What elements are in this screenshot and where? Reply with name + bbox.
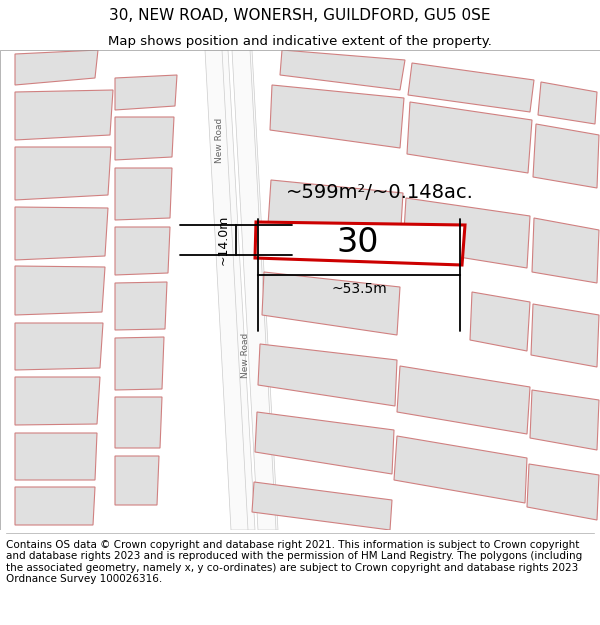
Polygon shape [255, 222, 465, 265]
Polygon shape [15, 487, 95, 525]
Polygon shape [15, 323, 103, 370]
Polygon shape [115, 397, 162, 448]
Polygon shape [235, 50, 278, 530]
Polygon shape [252, 482, 392, 530]
Text: ~53.5m: ~53.5m [331, 282, 387, 296]
Polygon shape [205, 50, 248, 530]
Polygon shape [255, 412, 394, 474]
Polygon shape [15, 90, 113, 140]
Polygon shape [115, 75, 177, 110]
Polygon shape [210, 50, 255, 530]
Text: Map shows position and indicative extent of the property.: Map shows position and indicative extent… [108, 35, 492, 48]
Polygon shape [530, 390, 599, 450]
Polygon shape [15, 377, 100, 425]
Polygon shape [115, 456, 159, 505]
Polygon shape [397, 366, 530, 434]
Text: New Road: New Road [241, 332, 250, 378]
Polygon shape [258, 344, 397, 406]
Text: 30, NEW ROAD, WONERSH, GUILDFORD, GU5 0SE: 30, NEW ROAD, WONERSH, GUILDFORD, GU5 0S… [109, 8, 491, 22]
Polygon shape [270, 85, 404, 148]
Polygon shape [470, 292, 530, 351]
Polygon shape [15, 50, 98, 85]
Text: ~14.0m: ~14.0m [217, 215, 229, 265]
Polygon shape [15, 147, 111, 200]
Polygon shape [268, 180, 403, 243]
Text: Contains OS data © Crown copyright and database right 2021. This information is : Contains OS data © Crown copyright and d… [6, 539, 582, 584]
Polygon shape [15, 266, 105, 315]
Polygon shape [408, 63, 534, 112]
Polygon shape [280, 50, 405, 90]
Polygon shape [262, 272, 400, 335]
Polygon shape [115, 282, 167, 330]
Polygon shape [394, 436, 527, 503]
Polygon shape [403, 198, 530, 268]
Polygon shape [407, 102, 532, 173]
Text: ~599m²/~0.148ac.: ~599m²/~0.148ac. [286, 183, 474, 202]
Polygon shape [527, 464, 599, 520]
Polygon shape [15, 207, 108, 260]
Polygon shape [15, 433, 97, 480]
Polygon shape [533, 124, 599, 188]
Polygon shape [538, 82, 597, 124]
Text: 30: 30 [337, 226, 379, 259]
Polygon shape [115, 168, 172, 220]
Polygon shape [115, 117, 174, 160]
Polygon shape [531, 304, 599, 367]
Polygon shape [115, 337, 164, 390]
Polygon shape [115, 227, 170, 275]
Polygon shape [532, 218, 599, 283]
Polygon shape [232, 50, 276, 530]
Text: New Road: New Road [215, 118, 224, 162]
